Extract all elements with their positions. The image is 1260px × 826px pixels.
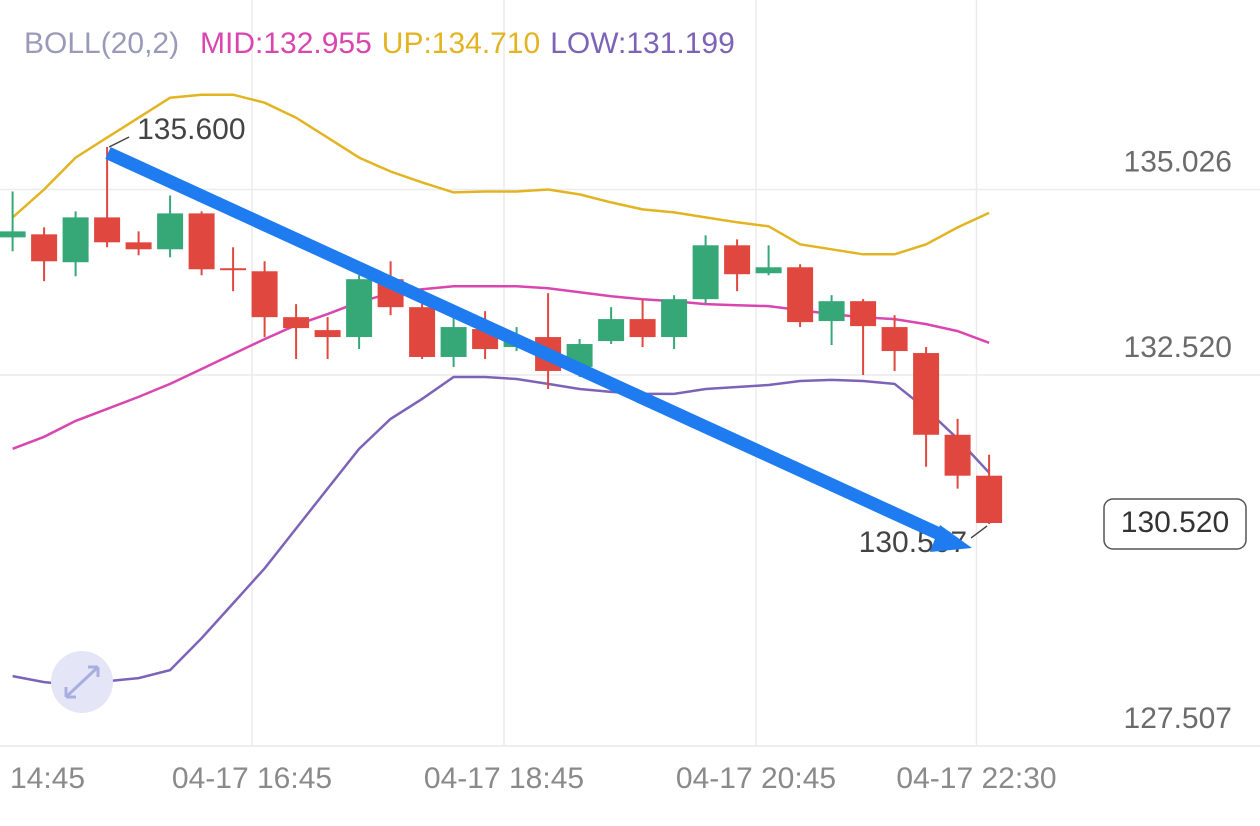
y-tick-label: 132.520 [1124,331,1232,364]
y-tick-label: 127.507 [1124,702,1232,735]
candle-body [31,234,58,262]
x-tick-label: 04-17 22:30 [896,762,1056,795]
candle-body [94,217,121,243]
candle-body [188,213,215,270]
candle-body [913,353,940,435]
candle-body [346,279,373,338]
candle-body [283,317,310,329]
candle-body [692,245,719,300]
boll-line [11,93,990,256]
candle-body [787,267,814,323]
y-tick-label: 135.026 [1124,145,1232,178]
x-tick-label: 04-17 16:45 [172,762,332,795]
indicator-name: BOLL(20,2) [24,27,179,60]
candle-body [755,267,782,274]
candle-body [62,217,89,263]
candle-body [440,327,467,357]
candle-body [944,434,971,476]
last-price-label: 130.520 [1121,506,1229,539]
candle-body [881,327,908,352]
candle-body [818,301,845,322]
last-price-box [1103,498,1247,550]
grid-layer [0,0,1260,747]
annotation-leader [970,525,988,539]
candle-body [220,268,247,271]
annotation-leader [108,136,130,148]
arrow-shaft [105,147,951,544]
high-annotation: 135.600 [137,113,245,146]
arrow-head [930,525,972,552]
candle-body [598,319,625,342]
candle-layer [0,146,1003,524]
candle-body [724,245,751,275]
candle-body [125,242,152,250]
x-tick-label: 14:45 [10,762,85,795]
candle-body [850,301,877,327]
expand-button[interactable] [51,651,113,713]
trend-arrow [105,147,972,552]
legend-entry: MID:132.955 [200,27,372,60]
candle-body [251,271,278,318]
label-layer: BOLL(20,2) 135.026 132.520 127.507 14:45 04-… [10,27,1247,795]
x-tick-label: 04-17 20:45 [676,762,836,795]
legend-entry: UP:134.710 [382,27,540,60]
candle-body [0,231,26,238]
expand-icon [64,665,100,699]
candle-body [314,330,341,338]
candle-body [629,319,656,338]
legend-entry: LOW:131.199 [550,27,735,60]
candle-body [409,307,436,357]
candle-body [157,213,184,250]
boll-line [12,375,991,687]
candle-body [976,475,1003,523]
candle-body [661,299,688,338]
x-tick-label: 04-17 18:45 [424,762,584,795]
